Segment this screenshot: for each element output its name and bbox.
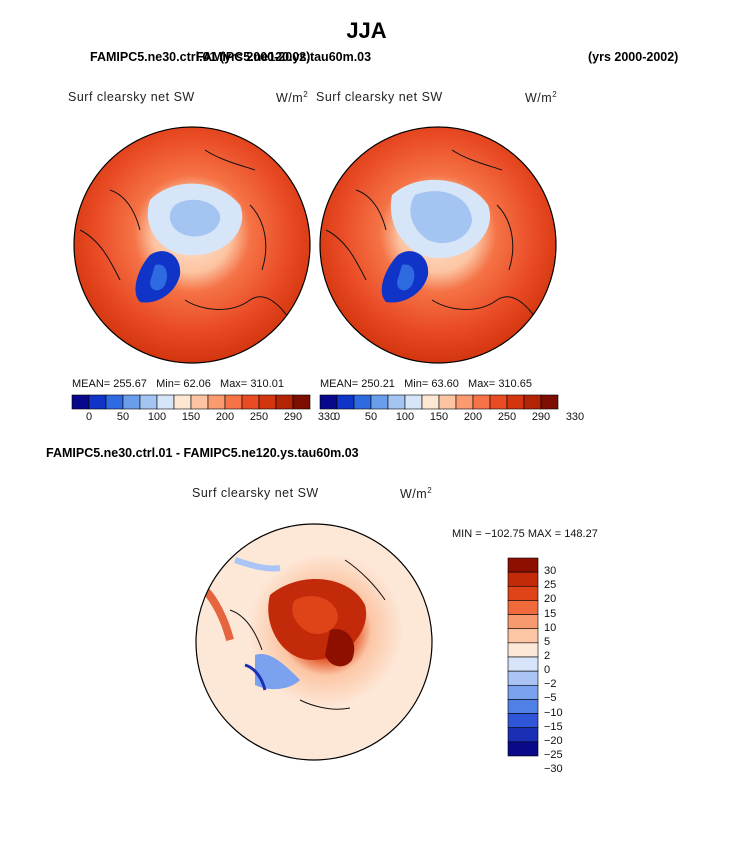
case-header-left: FAMIPC5.ne30.ctrl.01 (yrs 2000-2002): [90, 50, 311, 64]
colorbar-tick-label: 10: [544, 621, 557, 634]
map2-units: W/m2: [525, 90, 558, 106]
colorbar-swatch: [88, 394, 107, 410]
colorbar-tick-label: −25: [544, 749, 563, 761]
colorbar-swatch: [370, 394, 389, 410]
colorbar-tick-label: 250: [249, 411, 269, 423]
colorbar-tick-label: 50: [364, 411, 378, 423]
colorbar-tick-label: 5: [544, 635, 551, 648]
colorbar-tick-label: −30: [544, 763, 563, 776]
colorbar-swatch: [156, 394, 175, 410]
colorbar-swatch: [507, 585, 539, 601]
colorbar-swatch: [353, 394, 372, 410]
colorbar-swatch: [489, 394, 508, 410]
colorbar-2: [319, 394, 559, 410]
map3-units: W/m2: [400, 486, 433, 502]
map1-units: W/m2: [276, 90, 309, 106]
colorbar-tick-label: −20: [544, 734, 563, 747]
colorbar-swatch: [275, 394, 294, 410]
colorbar-swatch: [507, 670, 539, 686]
colorbar-tick-label: −2: [544, 678, 557, 691]
colorbar-tick-label: 50: [116, 411, 130, 423]
colorbar-swatch: [507, 727, 539, 743]
map1: [73, 126, 311, 364]
colorbar-swatch: [507, 557, 539, 573]
colorbar-swatch: [319, 394, 338, 410]
map3-minmax: MIN = −102.75 MAX = 148.27: [452, 528, 598, 540]
colorbar-tick-label: −10: [544, 706, 563, 719]
colorbar-tick-label: 330: [317, 411, 337, 423]
colorbar-tick-label: −15: [544, 720, 563, 733]
colorbar-tick-label: 25: [544, 579, 557, 592]
colorbar-tick-label: 30: [544, 565, 557, 578]
map3-title: Surf clearsky net SW: [192, 486, 319, 500]
colorbar-tick-label: 15: [544, 607, 557, 620]
colorbar-swatch: [507, 571, 539, 587]
colorbar-swatch: [507, 656, 539, 672]
colorbar-swatch: [105, 394, 124, 410]
colorbar-tick-label: 0: [544, 664, 551, 677]
colorbar-swatch: [336, 394, 355, 410]
colorbar-swatch: [190, 394, 209, 410]
colorbar-tick-label: 100: [395, 411, 415, 423]
map2-stats: MEAN= 250.21 Min= 63.60 Max= 310.65: [320, 378, 532, 390]
colorbar-tick-label: 330: [565, 411, 585, 423]
colorbar-swatch: [506, 394, 525, 410]
colorbar-swatch: [241, 394, 260, 410]
colorbar-swatch: [507, 684, 539, 700]
colorbar-swatch: [540, 394, 559, 410]
colorbar-swatch: [139, 394, 158, 410]
colorbar-3: [507, 557, 539, 757]
colorbar-swatch: [507, 600, 539, 615]
diff-header: FAMIPC5.ne30.ctrl.01 - FAMIPC5.ne120.ys.…: [46, 446, 359, 460]
colorbar-swatch: [507, 741, 539, 757]
colorbar-tick-label: 250: [497, 411, 517, 423]
colorbar-tick-label: 20: [544, 593, 557, 606]
colorbar-swatch: [421, 394, 440, 410]
map1-title: Surf clearsky net SW: [68, 90, 195, 104]
colorbar-swatch: [438, 394, 457, 410]
case-header-right-years: (yrs 2000-2002): [588, 50, 679, 64]
page-title: JJA: [346, 18, 387, 43]
colorbar-tick-label: 200: [463, 411, 483, 423]
colorbar-tick-label: 100: [147, 411, 167, 423]
case-header-overlap: FAMIPC5.ne120.ys.tau60m.03: [196, 50, 372, 64]
colorbar-tick-label: 200: [215, 411, 235, 423]
colorbar-swatch: [455, 394, 474, 410]
colorbar-swatch: [71, 394, 90, 410]
map1-stats: MEAN= 255.67 Min= 62.06 Max= 310.01: [72, 378, 284, 390]
colorbar-swatch: [224, 394, 243, 410]
colorbar-swatch: [292, 394, 311, 410]
colorbar-tick-label: 150: [429, 411, 449, 423]
colorbar-swatch: [472, 394, 491, 410]
colorbar-swatch: [404, 394, 423, 410]
colorbar-swatch: [507, 628, 539, 644]
colorbar-1: [71, 394, 311, 410]
colorbar-tick-label: 290: [283, 411, 303, 423]
colorbar-swatch: [507, 614, 539, 630]
colorbar-tick-label: −5: [544, 692, 557, 705]
colorbar-swatch: [122, 394, 141, 410]
colorbar-tick-label: 0: [85, 411, 93, 423]
colorbar-swatch: [523, 394, 542, 410]
map2-title: Surf clearsky net SW: [316, 90, 443, 104]
colorbar-tick-label: 2: [544, 650, 551, 662]
colorbar-swatch: [258, 394, 277, 410]
colorbar-tick-label: 150: [181, 411, 201, 423]
colorbar-swatch: [507, 642, 539, 658]
colorbar-swatch: [507, 699, 539, 714]
colorbar-tick-label: 0: [333, 411, 341, 423]
map3: [195, 523, 433, 761]
colorbar-swatch: [387, 394, 406, 410]
colorbar-tick-label: 290: [531, 411, 551, 423]
colorbar-swatch: [173, 394, 192, 410]
map2: [319, 126, 557, 364]
colorbar-swatch: [207, 394, 226, 410]
colorbar-swatch: [507, 713, 539, 729]
